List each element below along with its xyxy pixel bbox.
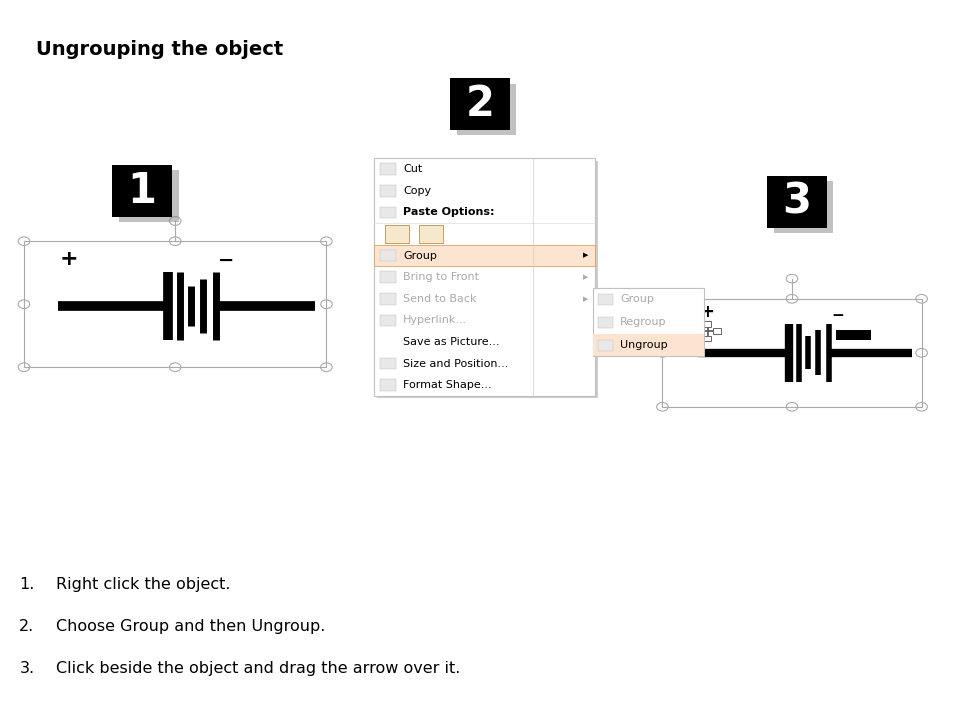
FancyBboxPatch shape [385,225,409,243]
FancyBboxPatch shape [704,321,711,327]
Text: Group: Group [403,251,437,261]
FancyBboxPatch shape [380,185,396,197]
FancyBboxPatch shape [119,170,179,222]
Text: −: − [831,307,844,323]
Text: Choose Group and then Ungroup.: Choose Group and then Ungroup. [56,619,325,634]
FancyBboxPatch shape [380,315,396,326]
FancyBboxPatch shape [694,328,702,334]
FancyBboxPatch shape [380,293,396,305]
FancyBboxPatch shape [380,379,396,391]
FancyBboxPatch shape [704,336,711,341]
Text: Hyperlink...: Hyperlink... [403,315,468,325]
Text: Size and Position...: Size and Position... [403,359,509,369]
Text: Ungroup: Ungroup [620,340,668,350]
FancyBboxPatch shape [450,78,510,130]
FancyBboxPatch shape [112,165,172,217]
FancyBboxPatch shape [598,317,613,328]
Text: ▶: ▶ [583,274,588,280]
FancyBboxPatch shape [713,328,721,334]
Text: +: + [60,249,78,269]
FancyBboxPatch shape [380,271,396,283]
Text: Format Shape...: Format Shape... [403,380,492,390]
Text: −: − [218,251,234,270]
Text: Click beside the object and drag the arrow over it.: Click beside the object and drag the arr… [56,661,460,675]
FancyBboxPatch shape [457,84,516,135]
FancyBboxPatch shape [380,207,396,218]
Text: 3: 3 [782,181,811,222]
Text: Ungrouping the object: Ungrouping the object [36,40,284,58]
Text: Group: Group [620,294,654,305]
Text: Bring to Front: Bring to Front [403,272,479,282]
Text: 1.: 1. [19,577,35,592]
Text: ▶: ▶ [583,253,588,258]
FancyBboxPatch shape [593,333,704,356]
Text: 2.: 2. [19,619,35,634]
FancyBboxPatch shape [380,358,396,369]
Text: Save as Picture...: Save as Picture... [403,337,500,347]
Text: +: + [700,303,713,321]
Text: 3.: 3. [19,661,35,675]
FancyBboxPatch shape [598,340,613,351]
FancyBboxPatch shape [380,250,396,261]
Text: Right click the object.: Right click the object. [56,577,230,592]
Text: 1: 1 [128,170,156,212]
FancyBboxPatch shape [593,288,704,356]
Text: Cut: Cut [403,164,422,174]
Text: 2: 2 [466,84,494,125]
FancyBboxPatch shape [598,294,613,305]
FancyBboxPatch shape [374,158,595,396]
FancyBboxPatch shape [374,245,595,266]
FancyBboxPatch shape [377,161,598,398]
Text: Regroup: Regroup [620,318,666,327]
FancyBboxPatch shape [380,163,396,175]
Text: Copy: Copy [403,186,431,196]
FancyBboxPatch shape [836,330,871,340]
FancyBboxPatch shape [767,176,827,228]
FancyBboxPatch shape [419,225,443,243]
FancyBboxPatch shape [774,181,833,233]
Text: ▶: ▶ [583,296,588,302]
Text: Send to Back: Send to Back [403,294,477,304]
Text: Paste Options:: Paste Options: [403,207,494,217]
